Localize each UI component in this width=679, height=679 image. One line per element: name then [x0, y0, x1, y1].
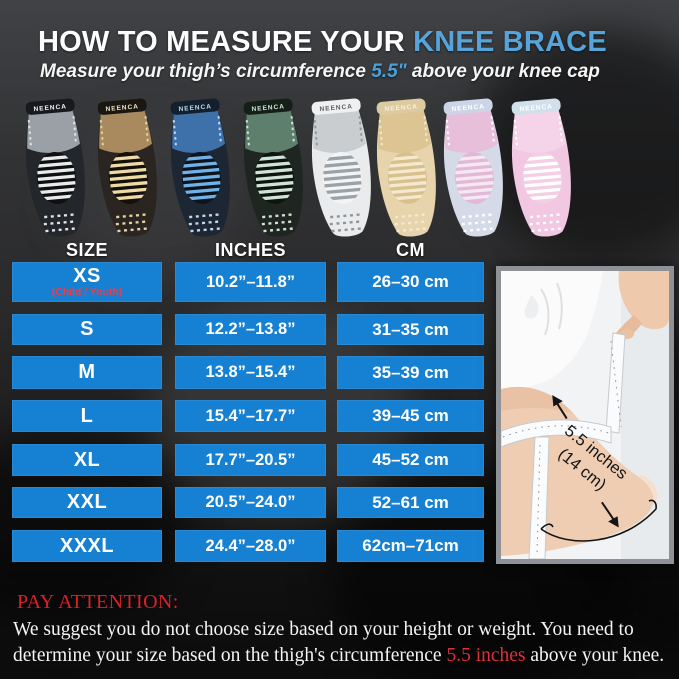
tape-wrap-band [500, 419, 612, 448]
column-header-size: SIZE [65, 240, 108, 260]
subtitle: Measure your thigh’s circumference 5.5" … [40, 61, 600, 83]
cm-cell: 45–52 cm [337, 444, 484, 476]
table-header: SIZE INCHES CM [0, 240, 679, 262]
brand-label: NEENCA [519, 103, 553, 113]
title-highlight: KNEE BRACE [413, 26, 607, 58]
brand-label: NEENCA [384, 103, 418, 113]
note-measure-value: 5.5 inches [446, 645, 526, 667]
brand-label: NEENCA [33, 103, 67, 113]
cm-cell: 39–45 cm [337, 400, 484, 432]
size-cell: S [12, 314, 162, 345]
inches-cell: 17.7”–20.5” [175, 444, 326, 476]
note-line1: We suggest you do not choose size based … [13, 619, 634, 640]
inches-cell: 20.5”–24.0” [175, 487, 326, 518]
table-row: XS (Child / Youth) 10.2”–11.8” 26–30 cm [0, 262, 679, 302]
knee-highlight [636, 475, 658, 508]
size-label: XXXL [59, 534, 115, 557]
size-label: M [78, 361, 96, 383]
inches-cell: 12.2”–13.8” [175, 314, 326, 345]
knee-brace-blue-black: NEENCA [170, 98, 230, 237]
tape-vertical-strip [605, 332, 626, 434]
knee-brace-black-gray: NEENCA [25, 98, 85, 237]
knee-brace-pink-white: NEENCA [511, 98, 571, 237]
thigh-measurement-illustration: 5.5 inches (14 cm) [500, 271, 669, 560]
tape-ticks [610, 340, 622, 428]
size-label: L [80, 404, 94, 427]
knee-circumference-arc [540, 499, 657, 542]
subtitle-pre: Measure your thigh’s circumference [40, 61, 372, 82]
brand-label: NEENCA [451, 103, 485, 113]
background-blur-shape [470, 30, 679, 260]
table-row: M 13.8”–15.4” 35–39 cm [0, 356, 679, 389]
inches-cell: 24.4”–28.0” [175, 530, 326, 562]
size-cell: XXXL [12, 530, 162, 562]
cm-cell: 35–39 cm [337, 356, 484, 389]
size-cell: XS (Child / Youth) [12, 262, 162, 302]
cm-cell: 62cm–71cm [337, 530, 484, 562]
size-label: S [80, 318, 94, 340]
arrow-left-head [552, 395, 563, 407]
column-header-cm: CM [396, 240, 425, 260]
brand-label: NEENCA [178, 103, 212, 113]
inches-cell: 15.4”–17.7” [175, 400, 326, 432]
page-title: HOW TO MEASURE YOUR KNEE BRACE [38, 26, 607, 59]
brand-label: NEENCA [251, 103, 285, 113]
knee-brace-lavender-pink: NEENCA [443, 98, 503, 237]
size-label: XXL [66, 491, 108, 513]
size-cell: L [12, 400, 162, 432]
knee-brace-green-black: NEENCA [243, 98, 303, 237]
inches-cell: 13.8”–15.4” [175, 356, 326, 389]
table-row: XL 17.7”–20.5” 45–52 cm [0, 444, 679, 476]
footer-note: We suggest you do not choose size based … [13, 617, 673, 669]
table-row: L 15.4”–17.7” 39–45 cm [0, 400, 679, 432]
cm-cell: 52–61 cm [337, 487, 484, 518]
size-cell: XXL [12, 487, 162, 518]
note-line2-pre: determine your size based on the thigh's… [13, 645, 447, 667]
brand-label: NEENCA [105, 103, 139, 113]
measurement-photo: 5.5 inches (14 cm) [496, 266, 674, 564]
title-prefix: HOW TO MEASURE YOUR [38, 26, 414, 58]
table-row: XXL 20.5”–24.0” 52–61 cm [0, 487, 679, 518]
cm-cell: 26–30 cm [337, 262, 484, 302]
subtitle-post: above your knee cap [406, 61, 600, 82]
shorts-folds [540, 282, 563, 336]
brand-label: NEENCA [319, 103, 353, 113]
brace-color-lineup: NEENCA NEENCA [0, 96, 679, 240]
forearm [618, 271, 669, 330]
shorts-drawstring [524, 295, 539, 319]
arrow-right-shaft [601, 501, 615, 521]
size-label: XL [73, 448, 101, 471]
size-label: XS [73, 264, 101, 287]
subtitle-measure-value: 5.5" [371, 61, 407, 82]
tape-ticks [502, 425, 610, 438]
table-row: XXXL 24.4”–28.0” 62cm–71cm [0, 530, 679, 562]
arrow-right-head [608, 516, 619, 528]
knee-brace-white-gray: NEENCA [311, 98, 371, 237]
inches-cell: 10.2”–11.8” [175, 262, 326, 302]
note-line2-post: above your knee. [525, 645, 665, 667]
white-shorts [501, 271, 603, 395]
knee-brace-brown-khaki: NEENCA [97, 98, 157, 237]
knee-brace-beige: NEENCA [376, 98, 436, 237]
cm-cell: 31–35 cm [337, 314, 484, 345]
thigh-crease [501, 386, 573, 413]
size-cell: XL [12, 444, 162, 476]
size-note: (Child / Youth) [51, 285, 123, 298]
column-header-inches: INCHES [214, 240, 286, 260]
arrow-left-shaft [555, 402, 568, 420]
attention-label: PAY ATTENTION: [17, 591, 179, 613]
size-cell: M [12, 356, 162, 389]
table-row: S 12.2”–13.8” 31–35 cm [0, 314, 679, 345]
